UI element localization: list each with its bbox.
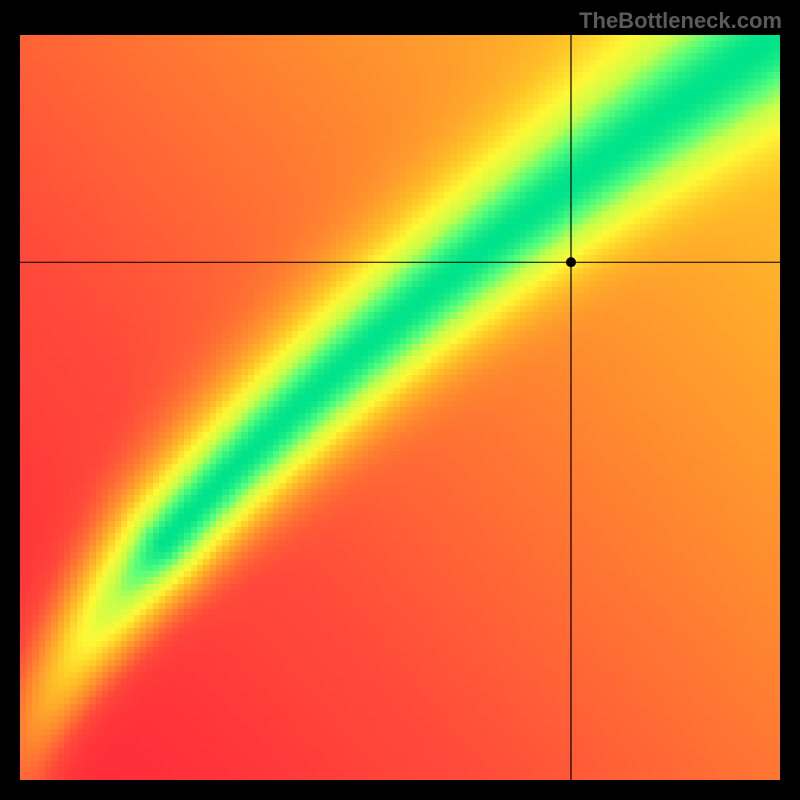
watermark-text: TheBottleneck.com	[579, 8, 782, 34]
root: TheBottleneck.com	[0, 0, 800, 800]
heatmap-canvas	[20, 35, 780, 780]
plot-frame	[20, 35, 780, 780]
